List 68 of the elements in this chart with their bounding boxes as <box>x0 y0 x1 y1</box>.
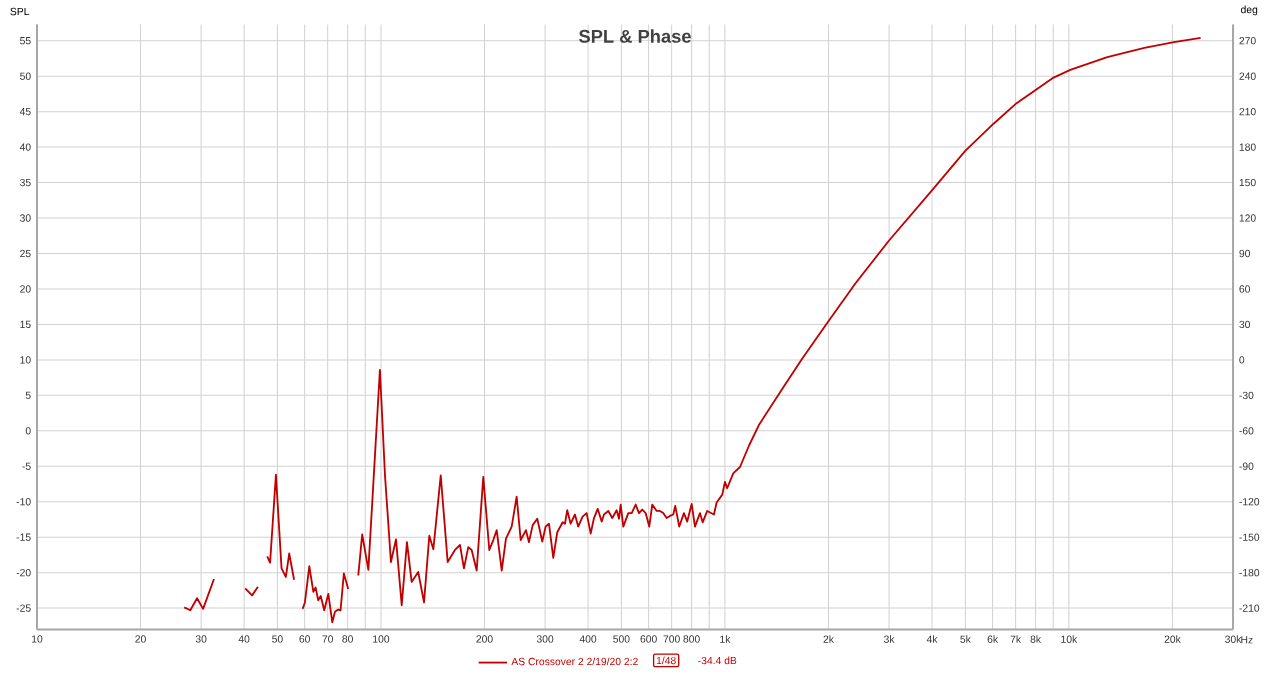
x-tick-label: 60 <box>299 635 310 643</box>
x-tick-label: 20k <box>1164 635 1181 643</box>
y2-tick-label: 270 <box>1239 36 1256 45</box>
y-tick-label: 55 <box>20 37 31 45</box>
x-tick-label: 3k <box>883 635 895 643</box>
y-axis-title: SPL <box>10 7 30 16</box>
text: 1/48 <box>656 656 676 665</box>
y-tick-label: 15 <box>20 320 31 328</box>
y-tick-label: 30 <box>20 214 31 222</box>
y-tick-label: -10 <box>16 497 31 506</box>
x-tick-label: 50 <box>272 635 283 643</box>
x-tick-label: 600 <box>640 635 657 643</box>
x-tick-label: 7k <box>1010 635 1022 643</box>
y2-tick-label: -30 <box>1239 391 1254 399</box>
text: -34.4 dB <box>698 656 737 665</box>
legend-label: AS Crossover 2 2/19/20 2:2 <box>511 657 638 666</box>
x-tick-label: 8k <box>1030 635 1042 643</box>
y-tick-label: 45 <box>19 107 31 116</box>
y-tick-label: -25 <box>16 604 31 612</box>
x-tick-label: 500 <box>613 635 630 643</box>
y2-tick-label: 90 <box>1239 249 1250 258</box>
y2-tick-label: 180 <box>1239 143 1256 151</box>
y2-tick-label: 240 <box>1239 72 1256 80</box>
x-tick-label: 800 <box>683 635 700 643</box>
x-tick-label: 40 <box>238 635 250 643</box>
y2-tick-label: 30 <box>1239 320 1250 328</box>
x-tick-label: 30 <box>195 635 207 643</box>
y2-tick-label: 150 <box>1239 178 1256 187</box>
y-tick-label: 25 <box>20 249 31 258</box>
x-tick-label: 80 <box>342 635 353 643</box>
x-axis-title: Hz <box>1241 636 1253 644</box>
x-tick-label: 30k <box>1225 635 1242 643</box>
x-tick-label: 70 <box>322 635 334 643</box>
x-tick-label: 300 <box>536 635 554 643</box>
x-tick-label: 700 <box>663 635 680 643</box>
x-tick-label: 4k <box>926 635 938 643</box>
x-tick-label: 2k <box>823 635 834 643</box>
y2-tick-label: 120 <box>1239 214 1256 222</box>
y-tick-label: -20 <box>16 568 31 577</box>
y2-tick-label: 60 <box>1239 285 1250 293</box>
y-tick-label: 10 <box>20 356 31 364</box>
y-tick-label: 35 <box>20 178 31 187</box>
y2-tick-label: -150 <box>1239 533 1260 541</box>
x-tick-label: 200 <box>476 635 493 643</box>
y-tick-label: 0 <box>25 427 31 435</box>
y2-tick-label: -120 <box>1239 497 1260 506</box>
x-tick-label: 20 <box>135 635 146 643</box>
x-tick-label: 100 <box>373 635 390 643</box>
y-tick-label: 20 <box>20 285 31 293</box>
x-tick-label: 1k <box>720 635 731 643</box>
y-tick-label: -5 <box>22 462 31 470</box>
chart-title: SPL & Phase <box>578 29 691 43</box>
y-tick-label: 50 <box>20 72 31 80</box>
x-tick-label: 10 <box>32 635 43 643</box>
x-tick-label: 400 <box>579 635 597 643</box>
y2-tick-label: 210 <box>1239 107 1256 116</box>
y-tick-label: 5 <box>25 391 31 399</box>
x-tick-label: 10k <box>1061 635 1078 643</box>
y-tick-label: 40 <box>19 143 31 151</box>
x-tick-label: 6k <box>987 635 999 643</box>
x-tick-label: 5k <box>960 635 971 643</box>
y2-tick-label: -60 <box>1239 427 1254 435</box>
y2-tick-label: -210 <box>1239 604 1260 612</box>
y2-tick-label: -180 <box>1239 568 1260 577</box>
y-tick-label: -15 <box>16 533 31 541</box>
y2-axis-title: deg <box>1241 5 1258 16</box>
y2-tick-label: 0 <box>1239 356 1245 364</box>
y2-tick-label: -90 <box>1239 462 1254 470</box>
